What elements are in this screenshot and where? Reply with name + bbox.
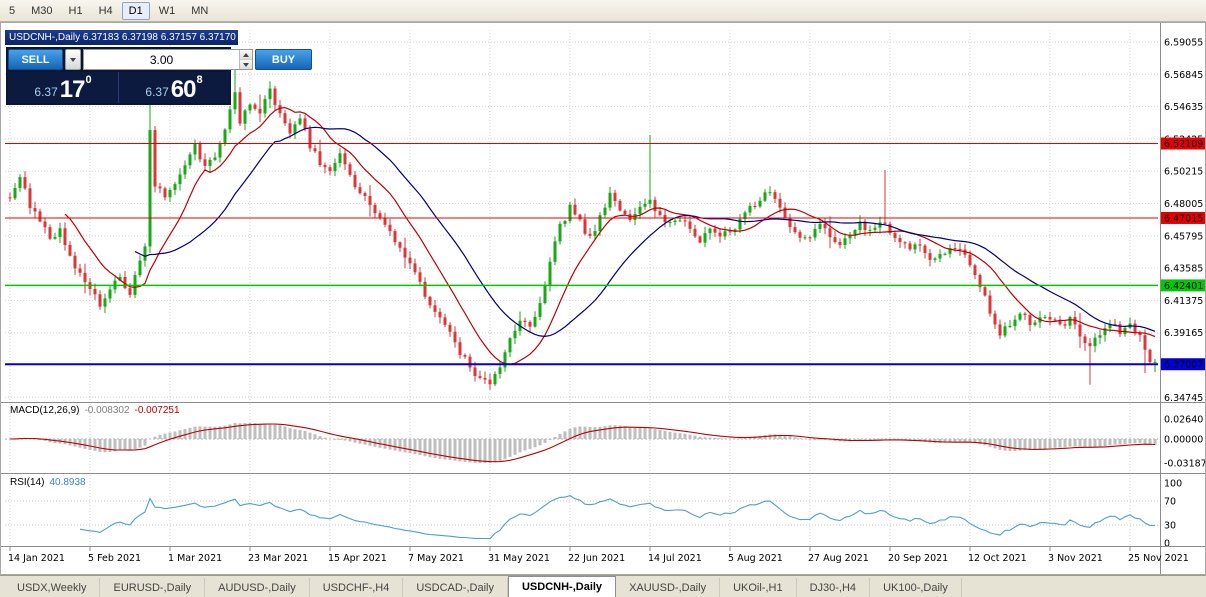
buy-price-base: 6.37 [145,85,169,99]
rsi-name: RSI(14) [10,477,45,488]
svg-text:6.39165: 6.39165 [1164,328,1203,339]
svg-text:6.34745: 6.34745 [1164,393,1203,404]
timeframe-button-w1[interactable]: W1 [158,4,176,17]
sell-button[interactable]: SELL [8,49,63,70]
macd-signal-value: -0.007251 [134,405,180,416]
buy-price[interactable]: 6.37 60 8 [119,72,229,103]
svg-text:0.00000: 0.00000 [1164,435,1203,446]
svg-text:6.47015: 6.47015 [1164,213,1203,224]
svg-text:6.41375: 6.41375 [1164,296,1203,307]
svg-text:30: 30 [1164,521,1176,532]
rsi-indicator-label: RSI(14) 40.8938 [10,477,86,488]
trade-panel-controls: SELL BUY [8,49,312,70]
buy-price-pips: 60 [170,76,197,103]
timeframe-button-h4[interactable]: H4 [98,4,113,17]
timeframe-button-m30[interactable]: M30 [31,4,53,17]
price-chart[interactable]: 6.590556.568456.546356.524256.502156.480… [0,22,1206,575]
svg-text:25 Nov 2021: 25 Nov 2021 [1128,553,1189,564]
svg-text:14 Jan 2021: 14 Jan 2021 [8,553,65,564]
sell-price-base: 6.37 [34,85,58,99]
timeframe-button-mn[interactable]: MN [191,4,209,17]
timeframe-button-5[interactable]: 5 [9,4,16,17]
chart-tab-usdcad-daily[interactable]: USDCAD-,Daily [403,578,508,597]
svg-text:12 Oct 2021: 12 Oct 2021 [968,553,1027,564]
svg-text:6.37007: 6.37007 [1164,360,1203,371]
svg-text:23 Mar 2021: 23 Mar 2021 [248,553,308,564]
svg-text:6.42401: 6.42401 [1164,281,1203,292]
volume-input[interactable] [84,50,239,69]
svg-text:6.59055: 6.59055 [1164,38,1203,49]
svg-text:0.02640: 0.02640 [1164,414,1203,425]
svg-text:6.45795: 6.45795 [1164,231,1203,242]
svg-text:0: 0 [1164,539,1170,550]
macd-main-value: -0.008302 [84,405,130,416]
svg-text:6.50215: 6.50215 [1164,167,1203,178]
chevron-down-icon [70,57,76,62]
svg-text:7 May 2021: 7 May 2021 [408,553,464,564]
svg-text:31 May 2021: 31 May 2021 [488,553,550,564]
sell-price[interactable]: 6.37 17 0 [8,72,119,103]
timeframe-toolbar: 5 M30 H1 H4 D1 W1 MN [0,0,1206,22]
svg-text:6.48005: 6.48005 [1164,199,1203,210]
trade-panel-prices: 6.37 17 0 6.37 60 8 [8,72,229,103]
svg-text:6.54635: 6.54635 [1164,102,1203,113]
svg-text:6.56845: 6.56845 [1164,70,1203,81]
volume-dropdown-button[interactable] [65,49,81,70]
buy-price-point: 8 [196,74,203,86]
sell-price-point: 0 [85,74,92,86]
svg-text:5 Aug 2021: 5 Aug 2021 [728,553,783,564]
svg-text:3 Nov 2021: 3 Nov 2021 [1048,553,1103,564]
chart-tab-dj30-h4[interactable]: DJ30-,H4 [797,578,871,597]
chart-tab-usdchf-h4[interactable]: USDCHF-,H4 [310,578,404,597]
macd-name: MACD(12,26,9) [10,405,80,416]
chart-tab-usdx-weekly[interactable]: USDX,Weekly [4,578,101,597]
chart-title: USDCNH-,Daily 6.37183 6.37198 6.37157 6.… [5,30,238,45]
macd-indicator-label: MACD(12,26,9) -0.008302 -0.007251 [10,405,180,416]
svg-text:70: 70 [1164,497,1176,508]
svg-text:-0.03187: -0.03187 [1164,459,1206,470]
chart-tab-bar: USDX,Weekly EURUSD-,Daily AUDUSD-,Daily USD… [0,575,1206,597]
svg-text:5 Feb 2021: 5 Feb 2021 [88,553,141,564]
sell-price-pips: 17 [59,76,86,103]
svg-text:1 Mar 2021: 1 Mar 2021 [168,553,222,564]
volume-decrease-button[interactable] [240,60,252,69]
timeframe-button-d1[interactable]: D1 [121,1,150,20]
chart-tab-ukoil-h1[interactable]: UKOil-,H1 [720,578,797,597]
svg-text:22 Jun 2021: 22 Jun 2021 [568,553,625,564]
svg-text:6.52109: 6.52109 [1164,139,1203,150]
buy-button[interactable]: BUY [255,49,312,70]
chart-tab-eurusd-daily[interactable]: EURUSD-,Daily [100,578,206,597]
svg-text:27 Aug 2021: 27 Aug 2021 [808,553,869,564]
svg-text:6.43585: 6.43585 [1164,264,1203,275]
rsi-value: 40.8938 [49,477,86,488]
volume-spinner [239,50,252,69]
one-click-trading-panel: SELL BUY 6.37 17 0 [6,47,312,105]
chart-tab-audusd-daily[interactable]: AUDUSD-,Daily [205,578,310,597]
timeframe-button-h1[interactable]: H1 [68,4,83,17]
chart-tab-uk100-daily[interactable]: UK100-,Daily [870,578,962,597]
volume-increase-button[interactable] [240,50,252,60]
chart-tab-usdcnh-daily[interactable]: USDCNH-,Daily [507,576,617,597]
svg-text:20 Sep 2021: 20 Sep 2021 [888,553,948,564]
svg-text:14 Jul 2021: 14 Jul 2021 [648,553,702,564]
svg-text:15 Apr 2021: 15 Apr 2021 [328,553,387,564]
svg-text:100: 100 [1164,479,1182,490]
chevron-up-icon [243,52,249,57]
volume-input-wrap [83,49,253,70]
chevron-down-icon [243,62,249,67]
chart-tab-xauusd-daily[interactable]: XAUUSD-,Daily [616,578,721,597]
